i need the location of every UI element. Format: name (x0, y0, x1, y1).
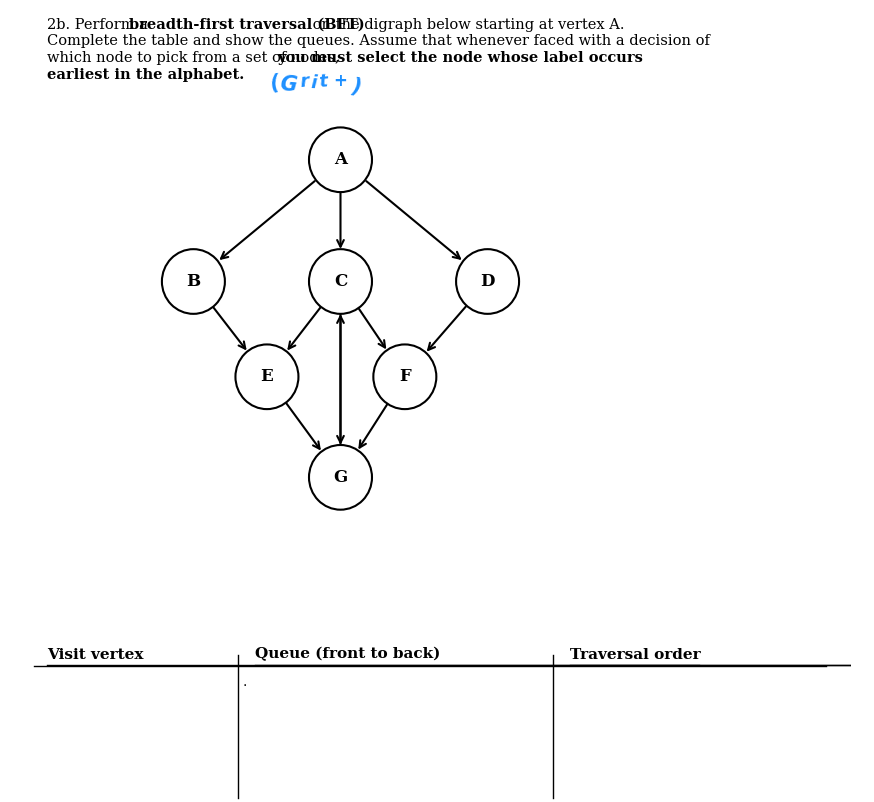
Text: on the digraph below starting at vertex A.: on the digraph below starting at vertex … (309, 18, 625, 31)
Text: A: A (334, 152, 347, 168)
Text: (: ( (268, 72, 281, 94)
Text: F: F (399, 368, 411, 385)
Text: 2b. Perform a: 2b. Perform a (47, 18, 152, 31)
Text: which node to pick from a set of nodes,: which node to pick from a set of nodes, (47, 51, 344, 65)
Text: ·: · (243, 679, 247, 693)
Ellipse shape (456, 249, 519, 314)
Text: r: r (300, 72, 310, 91)
Text: B: B (186, 273, 200, 290)
Text: D: D (481, 273, 495, 290)
Ellipse shape (309, 445, 372, 510)
Text: G: G (279, 74, 298, 95)
Ellipse shape (373, 344, 436, 409)
Ellipse shape (309, 128, 372, 192)
Text: E: E (260, 368, 274, 385)
Text: ): ) (350, 76, 363, 97)
Text: earliest in the alphabet.: earliest in the alphabet. (47, 68, 244, 82)
Text: Visit vertex: Visit vertex (47, 648, 143, 662)
Ellipse shape (235, 344, 298, 409)
Text: t: t (318, 72, 329, 91)
Text: Traversal order: Traversal order (571, 648, 701, 662)
Text: you must select the node whose label occurs: you must select the node whose label occ… (278, 51, 643, 65)
Text: G: G (333, 469, 348, 486)
Text: C: C (334, 273, 347, 290)
Text: +: + (334, 72, 348, 90)
Text: Complete the table and show the queues. Assume that whenever faced with a decisi: Complete the table and show the queues. … (47, 34, 710, 48)
Text: Queue (front to back): Queue (front to back) (255, 647, 440, 662)
Ellipse shape (162, 249, 225, 314)
Text: breadth-first traversal (BFT): breadth-first traversal (BFT) (128, 18, 364, 31)
Ellipse shape (309, 249, 372, 314)
Text: i: i (310, 74, 317, 92)
